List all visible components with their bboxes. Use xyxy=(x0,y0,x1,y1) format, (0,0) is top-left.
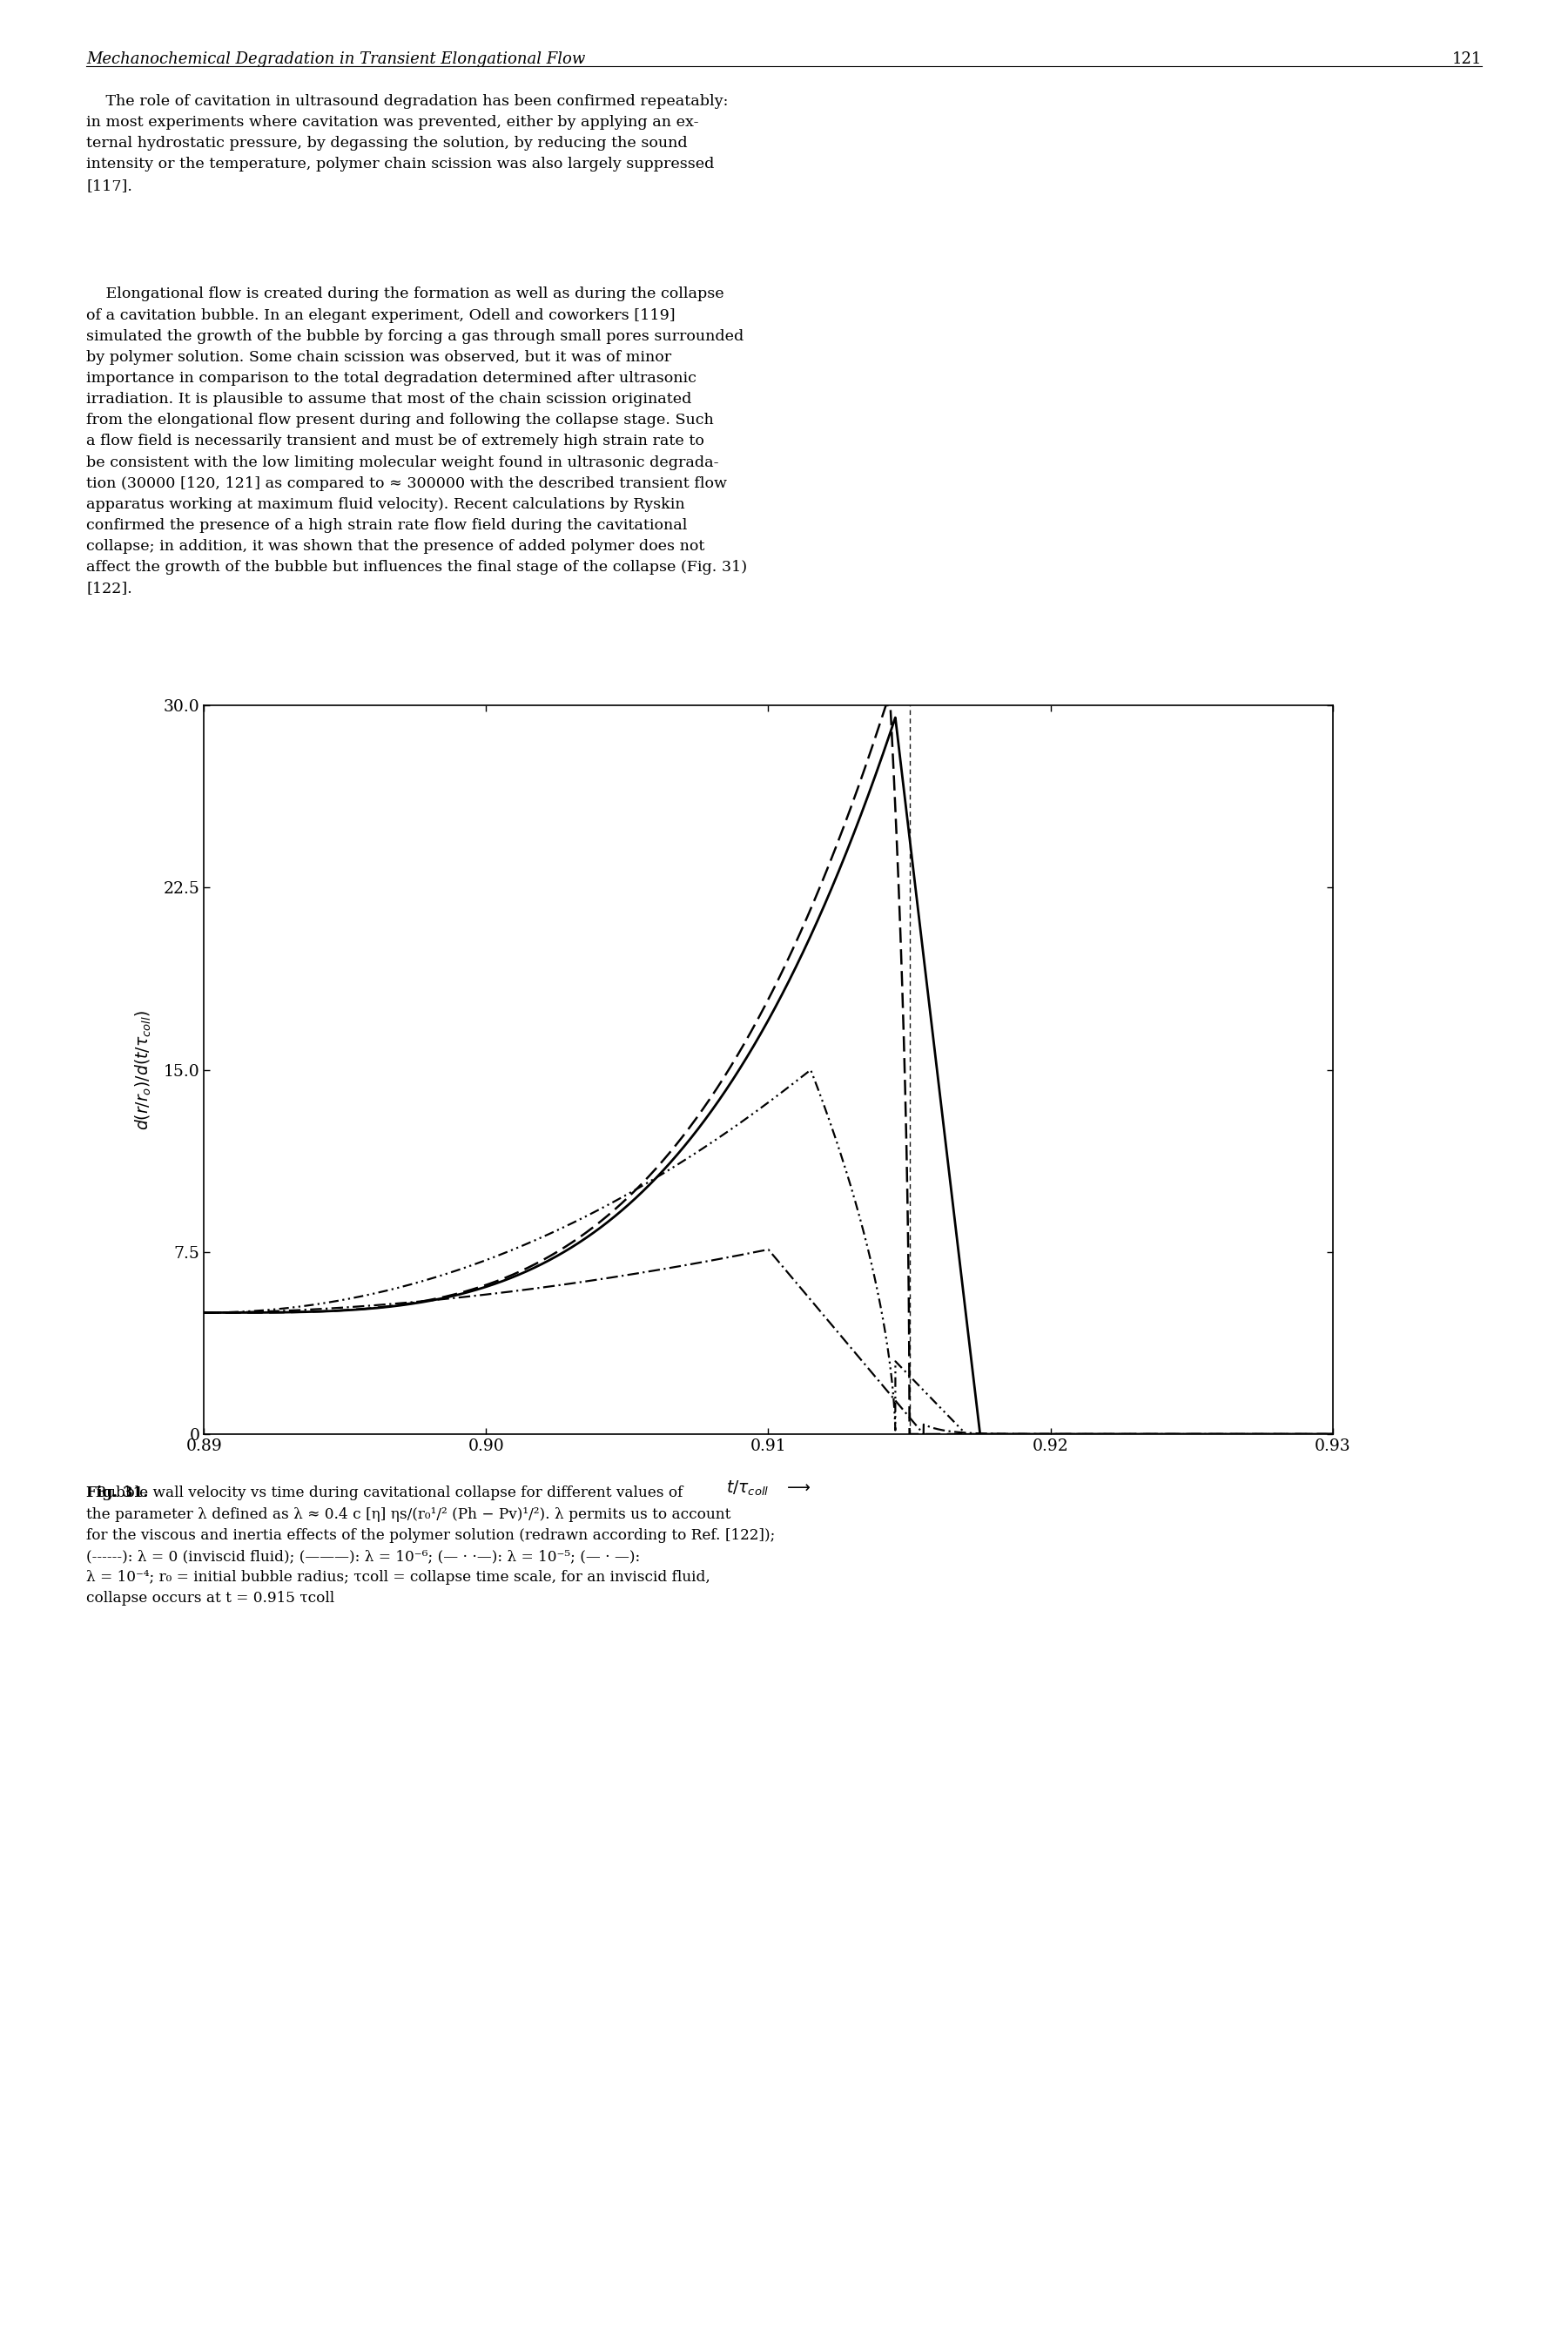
Text: $t/\tau_{coll}$   $\longrightarrow$: $t/\tau_{coll}$ $\longrightarrow$ xyxy=(726,1479,811,1498)
Text: Bubble wall velocity vs time during cavitational collapse for different values o: Bubble wall velocity vs time during cavi… xyxy=(86,1486,775,1606)
Text: Fig. 31.: Fig. 31. xyxy=(86,1486,149,1500)
Y-axis label: $d(r/r_o)/d(t/\tau_{coll})$: $d(r/r_o)/d(t/\tau_{coll})$ xyxy=(133,1009,154,1131)
Text: The role of cavitation in ultrasound degradation has been confirmed repeatably:
: The role of cavitation in ultrasound deg… xyxy=(86,94,728,193)
Text: Elongational flow is created during the formation as well as during the collapse: Elongational flow is created during the … xyxy=(86,287,748,597)
Text: Mechanochemical Degradation in Transient Elongational Flow: Mechanochemical Degradation in Transient… xyxy=(86,52,585,68)
Text: 121: 121 xyxy=(1452,52,1482,68)
